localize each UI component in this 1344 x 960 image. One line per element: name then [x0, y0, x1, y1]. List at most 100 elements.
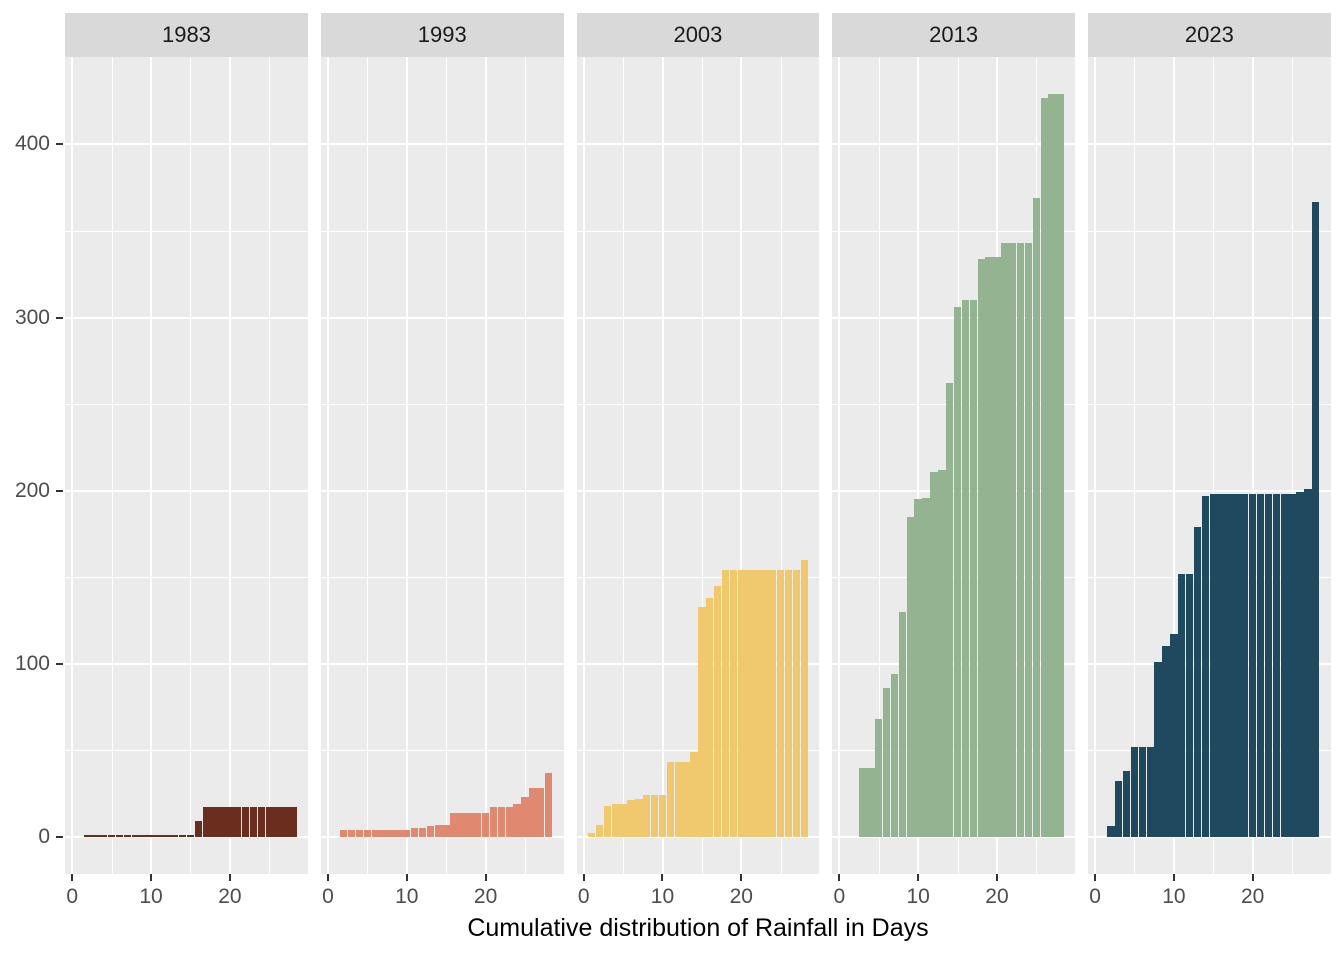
bar	[1001, 243, 1009, 837]
minor-gridline-x	[524, 57, 526, 874]
major-gridline-y	[65, 316, 308, 319]
x-axis-label-20: 20	[985, 885, 1009, 908]
minor-gridline-y	[65, 230, 308, 232]
x-axis-label-0: 0	[833, 885, 846, 908]
bar	[1241, 494, 1249, 837]
facet-strip-label: 2003	[576, 13, 820, 57]
bar	[442, 824, 450, 837]
major-gridline-y	[832, 662, 1075, 665]
minor-gridline-y	[65, 577, 308, 579]
major-gridline-x	[582, 57, 585, 874]
bar	[281, 807, 289, 837]
major-gridline-y	[832, 835, 1075, 838]
minor-gridline-x	[701, 57, 703, 874]
bar	[792, 570, 801, 837]
bar	[147, 835, 155, 837]
bar	[595, 824, 604, 837]
bar	[210, 807, 218, 837]
facet-2003: 2003 0 10 20	[576, 13, 820, 913]
bar	[107, 835, 116, 837]
bar	[100, 835, 108, 837]
bar	[914, 499, 922, 837]
bar	[473, 812, 482, 837]
x-axis-label-20: 20	[729, 885, 753, 908]
y-axis-tick-mark	[56, 835, 63, 838]
bar	[1209, 494, 1217, 837]
bar	[769, 570, 777, 837]
bar	[961, 300, 970, 837]
bar	[379, 829, 387, 837]
bar	[497, 807, 506, 837]
bar	[1024, 243, 1033, 837]
bar	[682, 762, 690, 837]
major-gridline-x	[150, 57, 153, 874]
bar	[1032, 198, 1041, 837]
x-axis-label-10: 10	[906, 885, 930, 908]
bar	[1185, 573, 1194, 837]
minor-gridline-x	[446, 57, 448, 874]
x-axis-label-0: 0	[1089, 885, 1101, 908]
bar	[1256, 494, 1265, 837]
minor-gridline-y	[1088, 404, 1331, 406]
bar	[930, 471, 938, 837]
bar	[1122, 771, 1131, 837]
bar	[1280, 494, 1288, 837]
major-gridline-y	[1088, 662, 1331, 665]
minor-gridline-y	[320, 577, 564, 579]
bar	[1040, 97, 1048, 837]
bar	[1170, 634, 1178, 837]
bar	[993, 256, 1001, 837]
major-gridline-x	[1094, 57, 1097, 874]
bar	[84, 835, 92, 837]
bar	[635, 798, 643, 837]
bar	[729, 570, 738, 837]
bar	[249, 807, 258, 837]
bar	[1312, 201, 1320, 837]
bar	[611, 803, 619, 837]
bar	[1233, 494, 1241, 837]
bar	[521, 797, 529, 837]
minor-gridline-y	[65, 404, 308, 406]
bar	[194, 821, 203, 837]
major-gridline-y	[576, 316, 820, 319]
x-axis-tick-mark	[917, 874, 920, 881]
bar	[178, 835, 187, 837]
bar	[1304, 488, 1312, 837]
bar	[922, 497, 930, 837]
bar	[241, 807, 250, 837]
bar	[882, 687, 891, 837]
bar	[529, 788, 537, 837]
x-axis-tick-mark	[1251, 874, 1254, 881]
bar	[938, 469, 946, 837]
major-gridline-x	[484, 57, 487, 874]
y-axis-tick-mark	[56, 662, 63, 665]
minor-gridline-y	[320, 230, 564, 232]
minor-gridline-x	[1213, 57, 1215, 874]
bar	[603, 805, 612, 837]
bar	[466, 812, 474, 837]
bar	[745, 570, 753, 837]
bar	[544, 772, 553, 837]
minor-gridline-x	[878, 57, 880, 874]
minor-gridline-y	[320, 404, 564, 406]
x-axis-tick-mark	[1094, 874, 1097, 881]
bar	[1115, 781, 1123, 837]
x-axis-tick-mark	[838, 874, 841, 881]
major-gridline-x	[228, 57, 231, 874]
plot-panel-2003	[576, 57, 820, 874]
bar	[289, 807, 297, 837]
x-axis-label-10: 10	[139, 885, 163, 908]
bar	[1217, 494, 1225, 837]
y-axis-label-200: 200	[14, 478, 50, 502]
major-gridline-y	[1088, 489, 1331, 492]
bar	[674, 762, 682, 837]
minor-gridline-x	[1134, 57, 1136, 874]
bar	[800, 559, 808, 837]
x-axis-label-20: 20	[1241, 885, 1265, 908]
minor-gridline-x	[623, 57, 625, 874]
bar	[1193, 526, 1202, 837]
bar	[1248, 494, 1257, 837]
major-gridline-y	[576, 662, 820, 665]
minor-gridline-y	[1088, 577, 1331, 579]
bar	[1048, 94, 1056, 837]
